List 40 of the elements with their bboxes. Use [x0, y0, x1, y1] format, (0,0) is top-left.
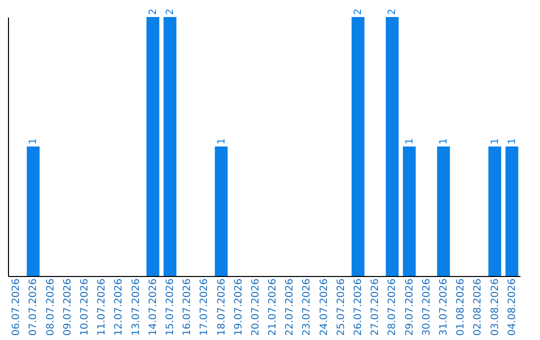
x-tick-label: 18.07.2026: [216, 278, 228, 336]
data-label: 1: [404, 138, 416, 144]
data-label: 1: [490, 138, 501, 144]
x-tick-label: 21.07.2026: [268, 278, 279, 336]
x-tick-label: 15.07.2026: [164, 278, 176, 336]
x-tick-label: 27.07.2026: [370, 278, 382, 336]
x-tick-label: 01.08.2026: [456, 278, 467, 336]
data-label: 1: [216, 138, 228, 144]
x-tick-label: 25.07.2026: [336, 278, 347, 336]
x-tick-label: 13.07.2026: [130, 278, 142, 336]
x-tick-label: 04.08.2026: [506, 278, 518, 336]
x-tick-label: 30.07.2026: [421, 278, 432, 336]
data-label: 1: [506, 138, 518, 144]
data-label: 1: [438, 138, 450, 144]
x-tick-label: 19.07.2026: [233, 278, 244, 336]
x-tick-label: 20.07.2026: [250, 278, 262, 336]
x-tick-label: 02.08.2026: [472, 278, 484, 336]
x-tick-label: 06.07.2026: [11, 278, 22, 336]
x-tick-label: 31.07.2026: [438, 278, 450, 336]
x-tick-label: 11.07.2026: [96, 278, 108, 336]
x-tick-label: 12.07.2026: [114, 278, 125, 336]
x-tick-label: 23.07.2026: [302, 278, 313, 336]
data-label: 2: [353, 8, 364, 15]
x-tick-label: 10.07.2026: [80, 278, 90, 336]
x-tick-label: 16.07.2026: [182, 278, 194, 336]
data-label: 2: [387, 8, 398, 15]
x-tick-label: 26.07.2026: [353, 278, 364, 336]
x-tick-label: 29.07.2026: [404, 278, 416, 336]
x-tick-label: 22.07.2026: [284, 278, 296, 336]
x-tick-label: 07.07.2026: [28, 278, 40, 336]
x-tick-label: 28.07.2026: [387, 278, 398, 336]
x-tick-label: 08.07.2026: [45, 278, 56, 336]
x-tick-label: 14.07.2026: [148, 278, 159, 336]
x-tick-label: 24.07.2026: [318, 278, 330, 336]
x-tick-label: 03.08.2026: [490, 278, 501, 336]
data-label: 2: [148, 8, 159, 15]
x-tick-label: 09.07.2026: [62, 278, 74, 336]
data-label: 2: [164, 8, 176, 15]
x-tick-label: 17.07.2026: [199, 278, 210, 336]
data-label: 1: [28, 138, 40, 144]
